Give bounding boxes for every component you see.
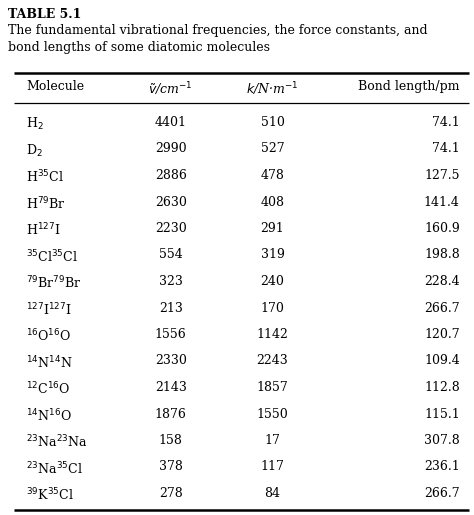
Text: 240: 240: [261, 275, 284, 288]
Text: TABLE 5.1: TABLE 5.1: [8, 8, 82, 21]
Text: 74.1: 74.1: [432, 116, 460, 129]
Text: 117: 117: [261, 460, 284, 473]
Text: H$^{127}$I: H$^{127}$I: [26, 222, 61, 238]
Text: 2230: 2230: [155, 222, 186, 235]
Text: 2243: 2243: [257, 354, 288, 368]
Text: 141.4: 141.4: [424, 196, 460, 209]
Text: 323: 323: [159, 275, 182, 288]
Text: 109.4: 109.4: [424, 354, 460, 368]
Text: H$^{79}$Br: H$^{79}$Br: [26, 196, 66, 212]
Text: 1556: 1556: [155, 328, 186, 341]
Text: $^{35}$Cl$^{35}$Cl: $^{35}$Cl$^{35}$Cl: [26, 249, 78, 265]
Text: 307.8: 307.8: [424, 434, 460, 447]
Text: 1876: 1876: [155, 407, 187, 421]
Text: Bond length/pm: Bond length/pm: [358, 80, 460, 93]
Text: $^{23}$Na$^{23}$Na: $^{23}$Na$^{23}$Na: [26, 434, 88, 451]
Text: 319: 319: [261, 249, 284, 262]
Text: $k$/N·m$^{-1}$: $k$/N·m$^{-1}$: [246, 80, 299, 98]
Text: $^{23}$Na$^{35}$Cl: $^{23}$Na$^{35}$Cl: [26, 460, 83, 477]
Text: 2330: 2330: [155, 354, 187, 368]
Text: 4401: 4401: [155, 116, 187, 129]
Text: 2630: 2630: [155, 196, 187, 209]
Text: 554: 554: [159, 249, 182, 262]
Text: 160.9: 160.9: [424, 222, 460, 235]
Text: 228.4: 228.4: [424, 275, 460, 288]
Text: 266.7: 266.7: [424, 301, 460, 315]
Text: $^{79}$Br$^{79}$Br: $^{79}$Br$^{79}$Br: [26, 275, 82, 291]
Text: 84: 84: [264, 487, 281, 500]
Text: 278: 278: [159, 487, 182, 500]
Text: $^{39}$K$^{35}$Cl: $^{39}$K$^{35}$Cl: [26, 487, 74, 504]
Text: 236.1: 236.1: [424, 460, 460, 473]
Text: 170: 170: [261, 301, 284, 315]
Text: 74.1: 74.1: [432, 143, 460, 156]
Text: 158: 158: [159, 434, 182, 447]
Text: H$^{35}$Cl: H$^{35}$Cl: [26, 169, 64, 185]
Text: H$_2$: H$_2$: [26, 116, 44, 132]
Text: $^{16}$O$^{16}$O: $^{16}$O$^{16}$O: [26, 328, 71, 345]
Text: 408: 408: [261, 196, 284, 209]
Text: $\tilde{v}$/cm$^{-1}$: $\tilde{v}$/cm$^{-1}$: [148, 80, 193, 98]
Text: 213: 213: [159, 301, 182, 315]
Text: The fundamental vibrational frequencies, the force constants, and
bond lengths o: The fundamental vibrational frequencies,…: [8, 24, 428, 55]
Text: 2143: 2143: [155, 381, 187, 394]
Text: 510: 510: [261, 116, 284, 129]
Text: $^{127}$I$^{127}$I: $^{127}$I$^{127}$I: [26, 301, 72, 318]
Text: 2990: 2990: [155, 143, 186, 156]
Text: 291: 291: [261, 222, 284, 235]
Text: $^{14}$N$^{14}$N: $^{14}$N$^{14}$N: [26, 354, 73, 371]
Text: 17: 17: [264, 434, 281, 447]
Text: 1857: 1857: [257, 381, 288, 394]
Text: 120.7: 120.7: [424, 328, 460, 341]
Text: 266.7: 266.7: [424, 487, 460, 500]
Text: 478: 478: [261, 169, 284, 182]
Text: $^{14}$N$^{16}$O: $^{14}$N$^{16}$O: [26, 407, 72, 424]
Text: $^{12}$C$^{16}$O: $^{12}$C$^{16}$O: [26, 381, 71, 398]
Text: D$_2$: D$_2$: [26, 143, 43, 159]
Text: 112.8: 112.8: [424, 381, 460, 394]
Text: 1142: 1142: [256, 328, 289, 341]
Text: 2886: 2886: [155, 169, 187, 182]
Text: 198.8: 198.8: [424, 249, 460, 262]
Text: 1550: 1550: [257, 407, 288, 421]
Text: Molecule: Molecule: [26, 80, 84, 93]
Text: 115.1: 115.1: [424, 407, 460, 421]
Text: 378: 378: [159, 460, 182, 473]
Text: 527: 527: [261, 143, 284, 156]
Text: 127.5: 127.5: [424, 169, 460, 182]
